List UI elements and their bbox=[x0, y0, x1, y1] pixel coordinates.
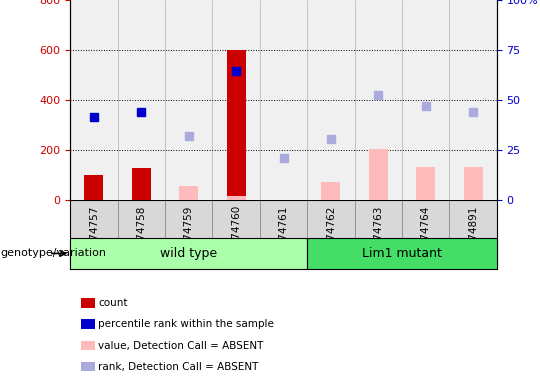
Text: GSM174757: GSM174757 bbox=[89, 205, 99, 268]
Text: percentile rank within the sample: percentile rank within the sample bbox=[98, 319, 274, 329]
Text: count: count bbox=[98, 298, 128, 308]
Bar bbox=[449, 0, 497, 200]
Bar bbox=[179, 186, 198, 200]
Text: GSM174764: GSM174764 bbox=[421, 205, 431, 268]
Bar bbox=[321, 182, 340, 200]
Bar bbox=[84, 175, 103, 200]
Bar bbox=[307, 0, 355, 200]
Bar bbox=[70, 0, 118, 200]
Bar bbox=[402, 0, 449, 200]
Text: GSM174891: GSM174891 bbox=[468, 205, 478, 268]
Bar bbox=[132, 169, 151, 200]
Text: GSM174760: GSM174760 bbox=[231, 205, 241, 268]
Text: GSM174761: GSM174761 bbox=[279, 205, 288, 268]
Bar bbox=[118, 0, 165, 200]
Bar bbox=[227, 196, 246, 200]
Bar bbox=[212, 0, 260, 200]
Bar bbox=[260, 0, 307, 200]
Bar bbox=[307, 238, 497, 269]
Text: Lim1 mutant: Lim1 mutant bbox=[362, 247, 442, 260]
Bar bbox=[369, 149, 388, 200]
Bar bbox=[416, 167, 435, 200]
Bar bbox=[70, 238, 307, 269]
Text: GSM174763: GSM174763 bbox=[373, 205, 383, 268]
Text: wild type: wild type bbox=[160, 247, 217, 260]
Text: GSM174758: GSM174758 bbox=[136, 205, 146, 268]
Bar bbox=[227, 50, 246, 200]
Bar bbox=[464, 167, 483, 200]
Text: GSM174759: GSM174759 bbox=[184, 205, 194, 268]
Text: value, Detection Call = ABSENT: value, Detection Call = ABSENT bbox=[98, 341, 264, 351]
Text: GSM174762: GSM174762 bbox=[326, 205, 336, 268]
Text: rank, Detection Call = ABSENT: rank, Detection Call = ABSENT bbox=[98, 362, 259, 372]
Bar bbox=[165, 0, 212, 200]
Text: genotype/variation: genotype/variation bbox=[0, 248, 106, 258]
Bar bbox=[355, 0, 402, 200]
